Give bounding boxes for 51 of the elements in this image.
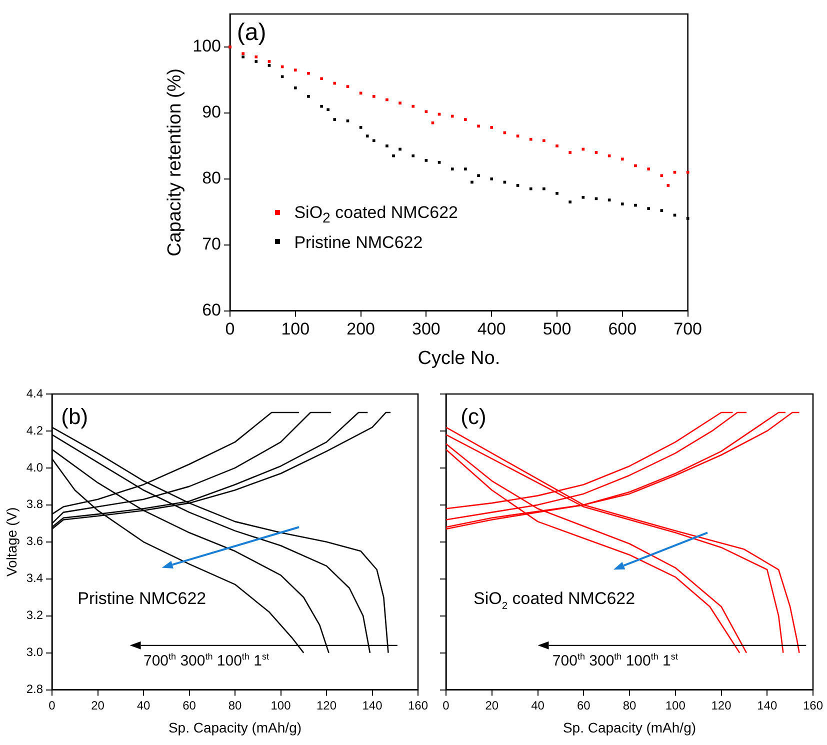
x-tick-label: 40 (136, 698, 150, 712)
y-axis-title: Voltage (V) (3, 507, 20, 577)
y-tick-label: 3.4 (26, 571, 44, 586)
y-tick-label: 4.2 (26, 423, 44, 438)
y-tick-label: 80 (202, 168, 221, 188)
x-tick-label: 700 (674, 320, 702, 339)
y-tick-label: 2.8 (26, 682, 44, 696)
x-tick-label: 400 (477, 320, 506, 339)
legend-label: SiO$_{2}$ coated NMC622 (294, 203, 458, 227)
x-tick-label: 100 (270, 698, 292, 712)
x-tick-label: 120 (711, 698, 732, 712)
x-tick-label: 20 (91, 698, 105, 712)
y-tick-label: 90 (202, 102, 221, 122)
x-axis-title: Cycle No. (418, 348, 500, 369)
y-tick-label: 3.8 (26, 497, 44, 512)
x-tick-label: 300 (412, 320, 440, 339)
x-tick-label: 160 (408, 698, 428, 712)
x-tick-label: 0 (442, 698, 450, 712)
x-tick-label: 140 (362, 698, 383, 712)
x-tick-label: 0 (225, 320, 235, 339)
annotation: (c) (460, 404, 486, 429)
x-tick-label: 600 (608, 320, 637, 339)
y-tick-label: 4.4 (26, 386, 44, 400)
x-tick-label: 80 (622, 698, 636, 712)
y-axis-title: Capacity retention (%) (164, 68, 186, 256)
x-tick-label: 160 (802, 698, 824, 712)
y-tick-label: 3.6 (26, 534, 44, 548)
x-tick-label: 100 (665, 698, 686, 712)
y-tick-label: 100 (192, 36, 221, 56)
x-tick-label: 500 (542, 320, 572, 339)
legend-label: Pristine NMC622 (294, 232, 423, 252)
y-tick-label: 60 (202, 300, 221, 320)
x-tick-label: 80 (228, 698, 242, 712)
x-tick-label: 0 (48, 698, 56, 712)
x-tick-label: 140 (757, 698, 778, 712)
x-axis-title: Sp. Capacity (mAh/g) (562, 719, 696, 736)
x-tick-label: 60 (576, 698, 591, 712)
x-tick-label: 40 (531, 698, 545, 712)
y-tick-label: 3.2 (26, 608, 44, 622)
x-tick-label: 100 (281, 320, 310, 339)
x-tick-label: 120 (316, 698, 337, 712)
x-tick-label: 60 (182, 698, 196, 712)
annotation: Pristine NMC622 (78, 589, 206, 608)
annotation: (a) (236, 19, 266, 46)
y-tick-label: 3.0 (26, 645, 44, 660)
y-tick-label: 4.0 (26, 460, 44, 474)
annotation: (b) (61, 404, 88, 429)
x-axis-title: Sp. Capacity (mAh/g) (168, 719, 302, 736)
x-tick-label: 200 (346, 320, 375, 339)
y-tick-label: 70 (202, 234, 221, 254)
x-tick-label: 20 (485, 698, 499, 712)
